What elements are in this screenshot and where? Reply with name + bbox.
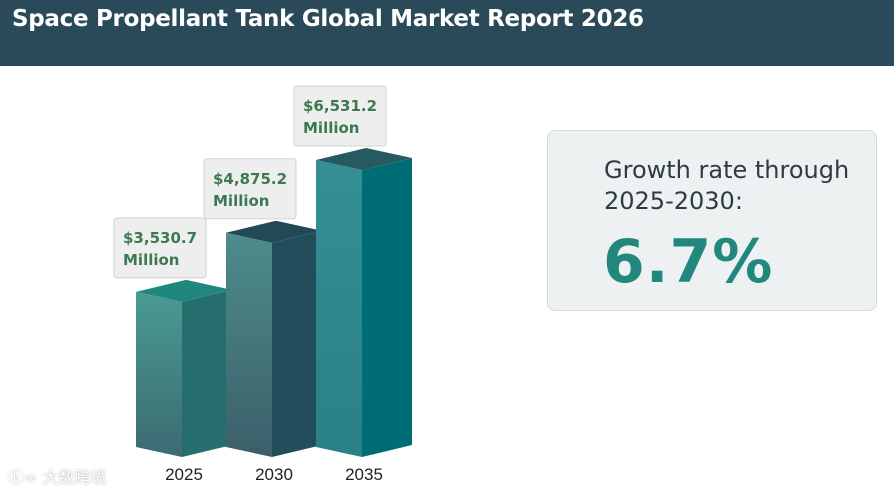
growth-rate-label-line2: 2025-2030: [604, 187, 743, 215]
value-label-2035: $6,531.2 Million [293, 85, 387, 147]
growth-rate-value: 6.7% [603, 227, 774, 297]
bar-top-2030 [226, 220, 322, 243]
page-title: Space Propellant Tank Global Market Repo… [12, 6, 644, 32]
value-label-2030: $4,875.2 Million [203, 158, 297, 220]
tick-label-2030: 2030 [255, 465, 293, 484]
bar-top-2035 [316, 148, 412, 170]
bar-top-2025 [136, 279, 232, 302]
watermark: ⓚ∞ 大数跨境 [8, 464, 106, 488]
value-label-box [293, 85, 387, 147]
bar-front-2025 [136, 291, 182, 457]
bar-side-2025 [182, 289, 232, 457]
tick-label-2035: 2035 [345, 465, 383, 484]
value-label-2025: $3,530.7 Million [113, 217, 207, 279]
bar-front-2030 [226, 232, 272, 457]
bar-2035 [316, 148, 412, 457]
value-label-amount: $3,530.7 [123, 229, 197, 247]
bar-2030 [226, 220, 322, 457]
market-size-chart: 2025 $3,530.7 Million 2030 $4,875.2 Million 20… [113, 85, 412, 484]
bar-2025 [136, 279, 232, 457]
value-label-unit: Million [303, 119, 359, 137]
watermark-text: 大数跨境 [42, 468, 107, 487]
value-label-amount: $4,875.2 [213, 170, 287, 188]
growth-rate-label: Growth rate through 2025-2030: [604, 155, 864, 217]
tick-label-2025: 2025 [165, 465, 203, 484]
growth-rate-card: Growth rate through 2025-2030: 6.7% [547, 130, 877, 311]
value-label-amount: $6,531.2 [303, 97, 377, 115]
value-label-box [203, 158, 297, 220]
kl-logo-icon: ⓚ∞ [8, 468, 38, 487]
value-label-box [113, 217, 207, 279]
value-label-unit: Million [123, 251, 179, 269]
bar-side-2030 [272, 230, 322, 457]
report-header: Space Propellant Tank Global Market Repo… [0, 0, 894, 66]
value-label-unit: Million [213, 192, 269, 210]
bar-front-2035 [316, 160, 362, 457]
bar-side-2035 [362, 158, 412, 457]
growth-rate-label-line1: Growth rate through [604, 156, 850, 184]
